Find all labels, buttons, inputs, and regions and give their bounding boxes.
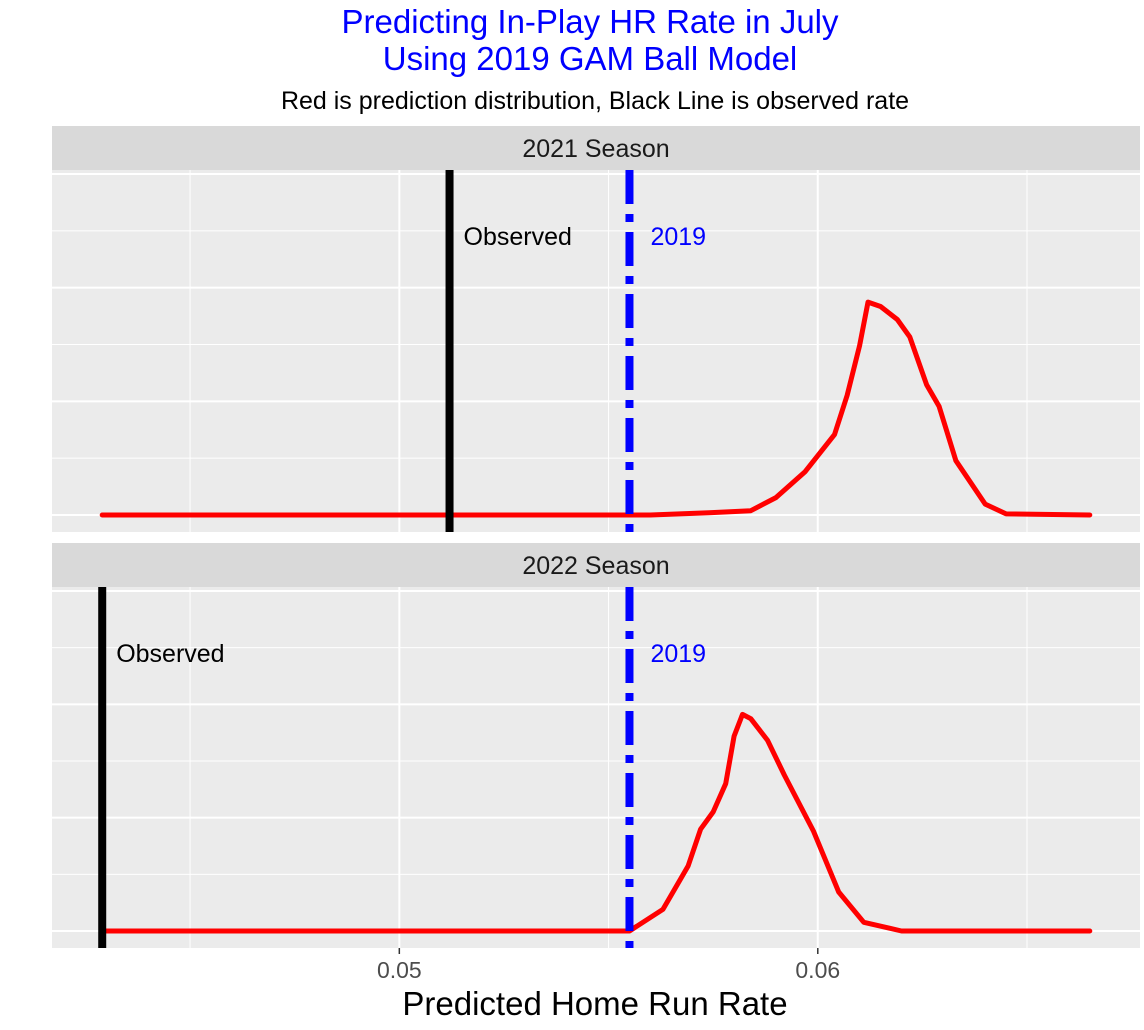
panel-1-strip-label: 2021 Season xyxy=(522,135,669,163)
chart-title-line-2: Using 2019 GAM Ball Model xyxy=(382,40,798,77)
panel-1-background xyxy=(52,170,1140,532)
panel-2-strip xyxy=(52,543,1140,587)
panel-1-reference-label: 2019 xyxy=(650,223,706,251)
chart-title-line-1: Predicting In-Play HR Rate in July xyxy=(341,3,839,40)
panel-2-reference-label: 2019 xyxy=(650,640,706,668)
panel-2-observed-label: Observed xyxy=(116,640,224,668)
panel-1-density-curve xyxy=(99,299,1093,518)
panel-1-observed-label: Observed xyxy=(464,223,572,251)
panel-2-density-curve xyxy=(99,711,1093,934)
chart-subtitle: Red is prediction distribution, Black Li… xyxy=(280,87,910,115)
x-tick-label: 0.06 xyxy=(795,957,840,983)
x-axis-label: Predicted Home Run Rate xyxy=(402,985,788,1022)
panel-2-strip-label: 2022 Season xyxy=(522,552,669,580)
x-tick-label: 0.05 xyxy=(377,957,422,983)
panel-1-strip xyxy=(52,126,1140,170)
